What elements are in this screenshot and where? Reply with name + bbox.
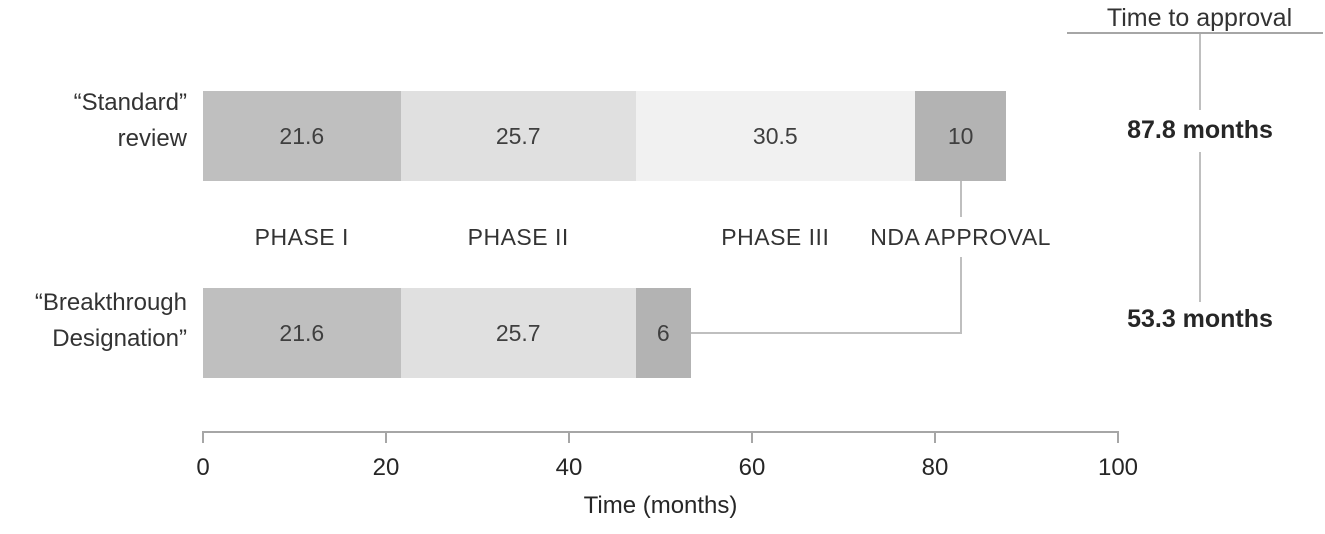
segment-value: 30.5 (752, 122, 798, 149)
approval-time-line-upper (1199, 34, 1201, 110)
x-axis-tick-60 (751, 431, 753, 443)
nda-connector-lower (959, 257, 962, 334)
x-axis-tick-label-20: 20 (372, 454, 400, 481)
bar-segment-21.6: 21.6 (203, 288, 401, 378)
row-label-standard-review: “Standard” review (0, 85, 187, 157)
x-axis-tick-label-60: 60 (738, 454, 766, 481)
x-axis-line (203, 431, 1118, 433)
row-label-line: “Standard” (73, 89, 187, 116)
x-axis-tick-100 (1117, 431, 1119, 443)
segment-value: 21.6 (279, 319, 325, 346)
x-axis-tick-80 (934, 431, 936, 443)
bar-segment-6: 6 (635, 288, 691, 378)
bar-segment-25.7: 25.7 (400, 91, 636, 181)
approval-time-line-lower (1199, 152, 1201, 302)
row-label-line: review (117, 125, 187, 152)
segment-value: 10 (947, 122, 974, 149)
time-to-approval-header: Time to approval (1106, 4, 1293, 32)
phase-label-3: PHASE III (721, 224, 830, 250)
breakthrough-connector (690, 332, 961, 334)
phase-label-2: PHASE II (467, 224, 569, 250)
nda-connector-upper (959, 181, 962, 217)
x-axis-tick-40 (568, 431, 570, 443)
x-axis-tick-label-80: 80 (921, 454, 949, 481)
row-label-breakthrough-designation: “Breakthrough Designation” (0, 285, 187, 357)
header-underline (1067, 32, 1323, 34)
phase-label-4: NDA APPROVAL (870, 224, 1051, 250)
x-axis-tick-label-40: 40 (555, 454, 583, 481)
segment-value: 6 (656, 319, 670, 346)
segment-value: 25.7 (495, 319, 541, 346)
x-axis-tick-0 (202, 431, 204, 443)
x-axis-tick-20 (385, 431, 387, 443)
x-axis-title: Time (months) (583, 492, 738, 519)
bar-segment-10: 10 (914, 91, 1007, 181)
standard-total-months: 87.8 months (1127, 116, 1273, 144)
x-axis-tick-label-0: 0 (196, 454, 210, 481)
x-axis-tick-label-100: 100 (1097, 454, 1139, 481)
bar-segment-21.6: 21.6 (203, 91, 401, 181)
phase-label-1: PHASE I (254, 224, 349, 250)
row-label-line: “Breakthrough (34, 289, 187, 316)
bar-segment-30.5: 30.5 (635, 91, 915, 181)
segment-value: 25.7 (495, 122, 541, 149)
bar-segment-25.7: 25.7 (400, 288, 636, 378)
segment-value: 21.6 (279, 122, 325, 149)
row-label-line: Designation” (52, 325, 187, 352)
breakthrough-total-months: 53.3 months (1127, 305, 1273, 333)
